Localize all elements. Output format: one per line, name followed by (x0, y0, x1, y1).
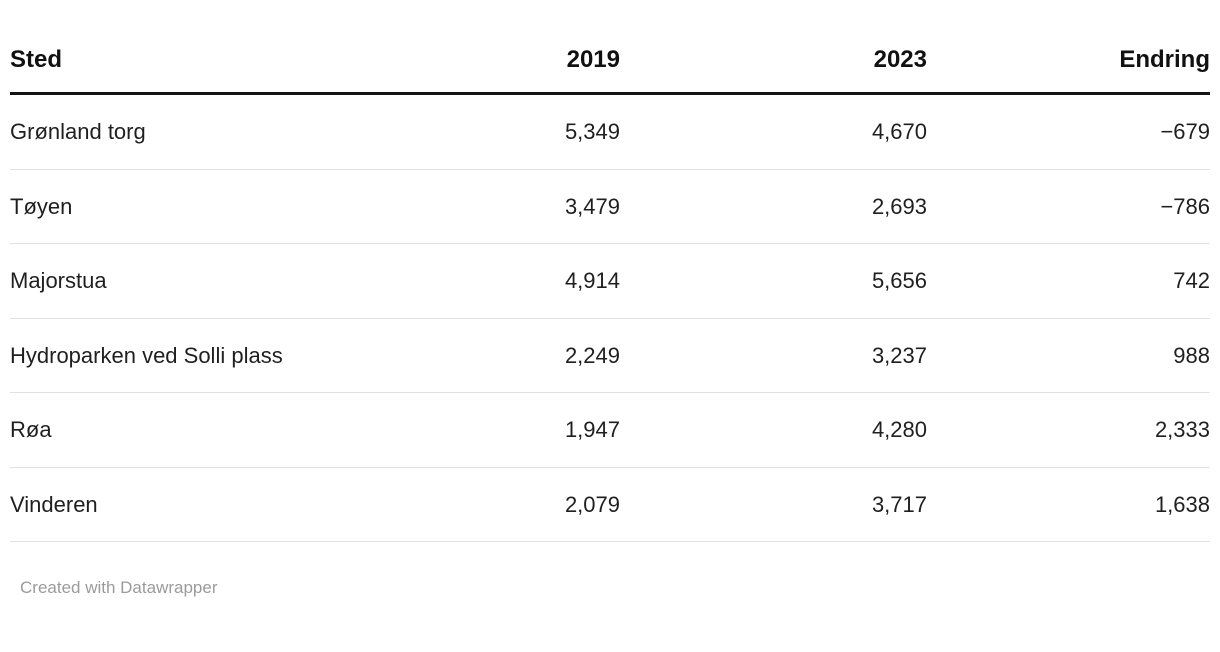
cell-endring: −679 (927, 93, 1210, 170)
table-row: Vinderen 2,079 3,717 1,638 (10, 467, 1210, 542)
table-row: Tøyen 3,479 2,693 −786 (10, 169, 1210, 244)
cell-endring: 1,638 (927, 467, 1210, 542)
table-row: Hydroparken ved Solli plass 2,249 3,237 … (10, 318, 1210, 393)
cell-2019: 2,079 (310, 467, 620, 542)
table-row: Grønland torg 5,349 4,670 −679 (10, 93, 1210, 170)
table-row: Røa 1,947 4,280 2,333 (10, 392, 1210, 468)
cell-endring: 2,333 (927, 392, 1210, 468)
cell-2023: 3,717 (620, 467, 927, 542)
cell-2019: 3,479 (310, 169, 620, 244)
column-header-sted: Sted (10, 36, 310, 95)
table-row: Majorstua 4,914 5,656 742 (10, 243, 1210, 319)
cell-2023: 4,670 (620, 93, 927, 170)
cell-2019: 5,349 (310, 93, 620, 170)
cell-place: Hydroparken ved Solli plass (10, 318, 310, 393)
cell-place: Grønland torg (10, 93, 310, 170)
cell-place: Røa (10, 392, 310, 468)
cell-place: Vinderen (10, 467, 310, 542)
cell-2023: 3,237 (620, 318, 927, 393)
cell-place: Majorstua (10, 243, 310, 319)
cell-place: Tøyen (10, 169, 310, 244)
cell-endring: −786 (927, 169, 1210, 244)
column-header-2023: 2023 (620, 36, 927, 95)
cell-endring: 742 (927, 243, 1210, 319)
table-header-row: Sted 2019 2023 Endring (10, 36, 1210, 95)
cell-2019: 1,947 (310, 392, 620, 468)
cell-2023: 4,280 (620, 392, 927, 468)
datawrapper-attribution-link[interactable]: Created with Datawrapper (20, 578, 218, 597)
table-container: Sted 2019 2023 Endring Grønland torg 5,3… (10, 36, 1210, 597)
cell-endring: 988 (927, 318, 1210, 393)
column-header-endring: Endring (927, 36, 1210, 95)
cell-2023: 5,656 (620, 243, 927, 319)
cell-2019: 2,249 (310, 318, 620, 393)
column-header-2019: 2019 (310, 36, 620, 95)
cell-2019: 4,914 (310, 243, 620, 319)
data-table: Sted 2019 2023 Endring Grønland torg 5,3… (10, 36, 1210, 542)
cell-2023: 2,693 (620, 169, 927, 244)
